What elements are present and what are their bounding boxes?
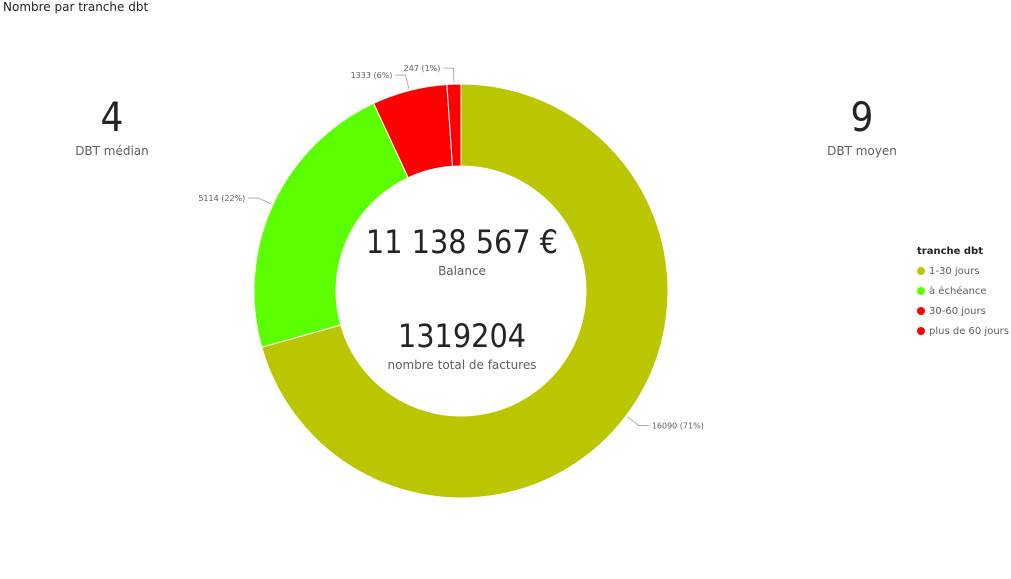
legend-dot-icon — [917, 267, 925, 275]
legend-dot-icon — [917, 307, 925, 315]
kpi-mean-dbt: 9 DBT moyen — [772, 96, 952, 158]
legend-item[interactable]: plus de 60 jours — [917, 321, 1009, 341]
kpi-median-label: DBT médian — [75, 144, 149, 158]
data-label-leader — [248, 197, 272, 205]
legend-label: 1-30 jours — [929, 265, 980, 277]
legend-label: plus de 60 jours — [929, 325, 1009, 337]
kpi-mean-value: 9 — [850, 95, 874, 141]
balance-value: 11 138 567 € — [365, 223, 559, 261]
legend-item[interactable]: 30-60 jours — [917, 301, 1009, 321]
invoices-card: 1319204 nombre total de factures — [312, 318, 612, 372]
chart-legend: tranche dbt 1-30 jours à échéance 30-60 … — [917, 246, 1009, 341]
balance-label: Balance — [438, 264, 486, 278]
data-label: 5114 (22%) — [198, 194, 245, 203]
donut-slice[interactable] — [446, 83, 462, 167]
donut-slice[interactable] — [261, 83, 669, 499]
data-label: 16090 (71%) — [652, 422, 704, 431]
invoices-value: 1319204 — [397, 317, 527, 355]
data-label-leader — [627, 416, 649, 426]
legend-label: 30-60 jours — [929, 305, 986, 317]
legend-dot-icon — [917, 327, 925, 335]
data-label: 247 (1%) — [404, 64, 441, 73]
legend-label: à échéance — [929, 285, 987, 297]
legend-dot-icon — [917, 287, 925, 295]
balance-card: 11 138 567 € Balance — [312, 224, 612, 278]
data-label-leader — [443, 67, 455, 83]
data-label-leader — [395, 74, 410, 89]
kpi-median-dbt: 4 DBT médian — [22, 96, 202, 158]
kpi-mean-label: DBT moyen — [827, 144, 897, 158]
donut-slice[interactable] — [253, 102, 409, 348]
kpi-median-value: 4 — [100, 95, 124, 141]
legend-item[interactable]: à échéance — [917, 281, 1009, 301]
visual-title: Nombre par tranche dbt — [3, 0, 149, 14]
legend-item[interactable]: 1-30 jours — [917, 261, 1009, 281]
legend-title: tranche dbt — [917, 246, 983, 257]
data-label: 1333 (6%) — [351, 71, 393, 80]
invoices-label: nombre total de factures — [387, 358, 537, 372]
